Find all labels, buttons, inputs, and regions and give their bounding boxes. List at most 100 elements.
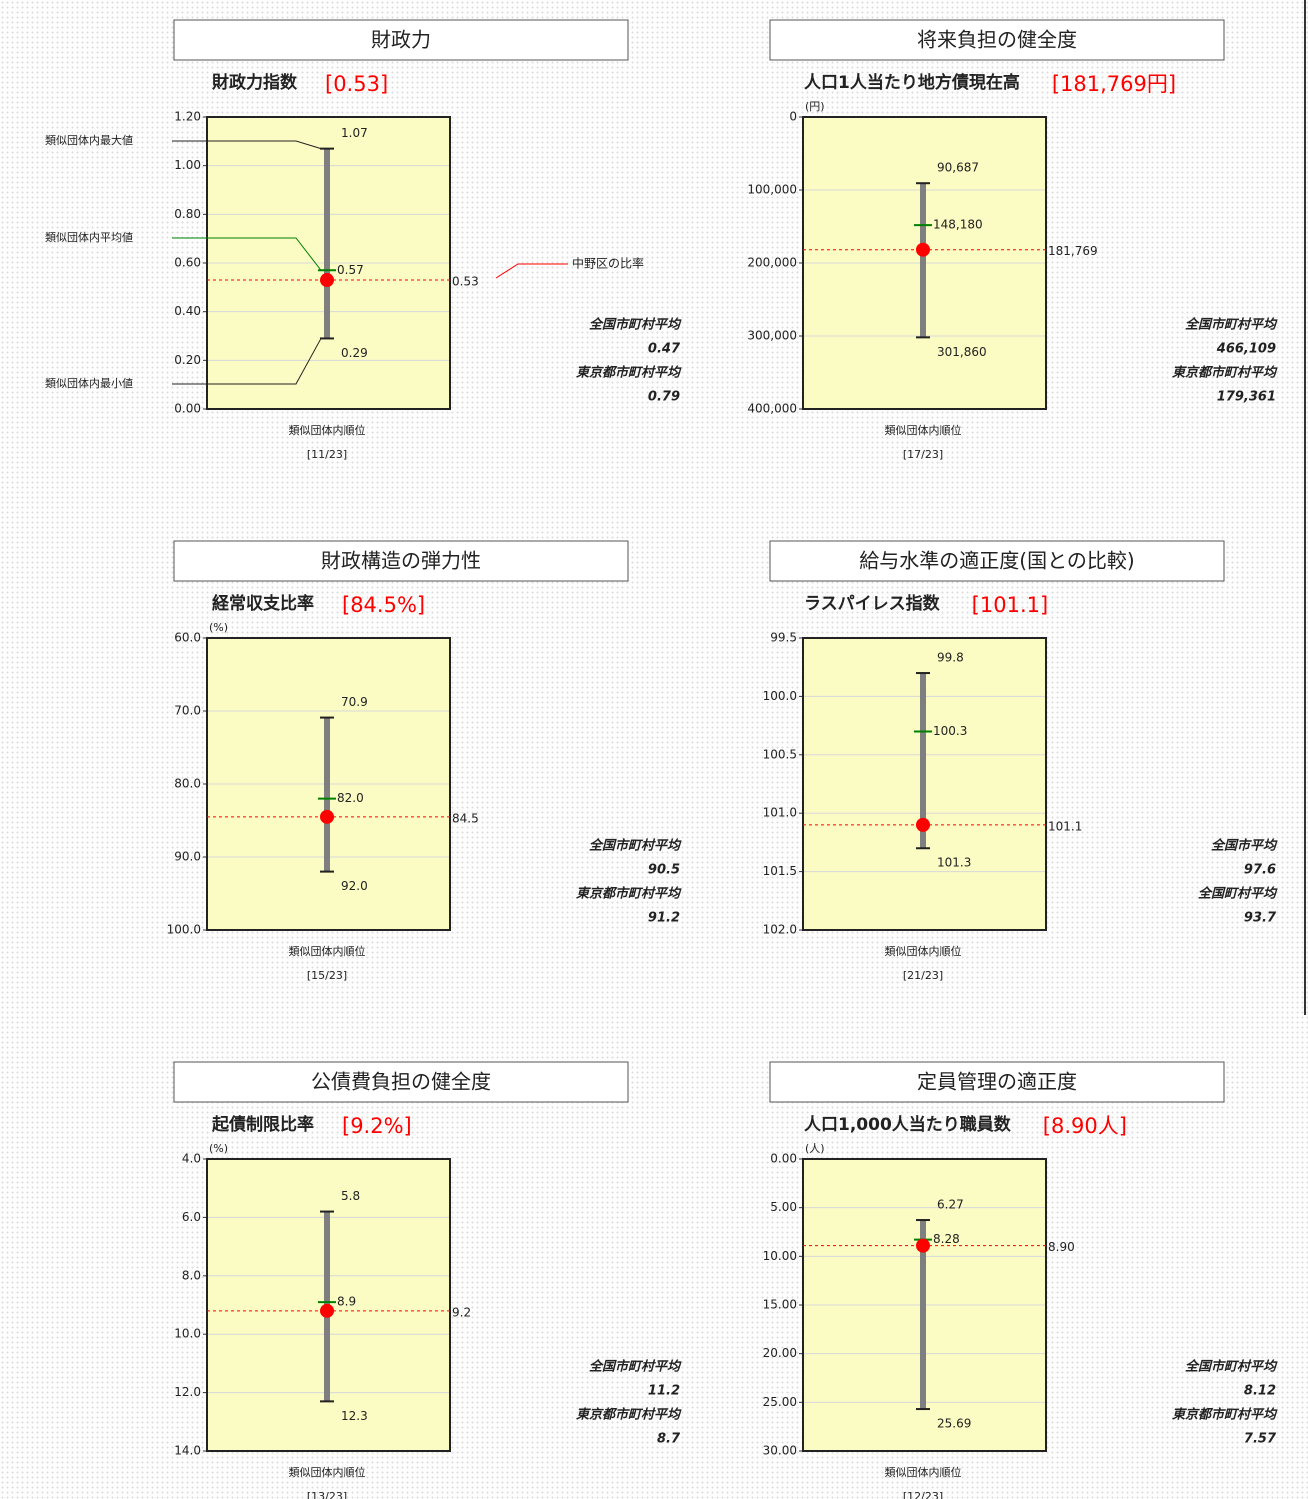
value-label: 84.5 [452, 811, 479, 825]
y-tick-label: 0.00 [770, 1152, 797, 1166]
comparison-label: 東京都市町村平均 [576, 365, 682, 381]
y-tick-label: 60.0 [174, 631, 201, 645]
unit-label: (人) [805, 1142, 825, 1155]
y-tick-label: 100.5 [763, 747, 797, 761]
rank-label: 類似団体内順位 [289, 1465, 366, 1479]
rank: [11/23] [307, 448, 347, 461]
rank-label: 類似団体内順位 [885, 944, 962, 958]
comparison-label: 東京都市町村平均 [576, 1407, 682, 1423]
title-box [769, 540, 1225, 582]
y-tick-label: 101.5 [763, 864, 797, 878]
plot-frame [802, 1158, 1047, 1452]
value-label: 101.1 [1048, 819, 1082, 833]
comparison-value: 466,109 [1216, 342, 1276, 357]
comparison-value: 91.2 [648, 911, 680, 926]
annotation-leader [495, 263, 568, 279]
comparison-value: 7.57 [1244, 1432, 1277, 1447]
annotation: 中野区の比率 [572, 256, 644, 271]
y-tick-label: 5.00 [770, 1200, 797, 1214]
chart-title: 公債費負担の健全度 [311, 1070, 491, 1094]
comparison-label: 全国市町村平均 [1185, 1359, 1278, 1375]
y-tick-label: 400,000 [747, 402, 797, 416]
y-tick-label: 0.60 [174, 256, 201, 270]
chart-title: 財政構造の弾力性 [321, 549, 481, 573]
average-label: 0.57 [337, 263, 364, 277]
y-tick-label: 20.00 [763, 1346, 797, 1360]
chart-title: 将来負担の健全度 [917, 28, 1077, 52]
min-label: 301,860 [937, 345, 987, 359]
average-label: 8.28 [933, 1232, 960, 1246]
annotation-leader [172, 140, 322, 150]
plot-frame [802, 116, 1047, 410]
comparison-label: 東京都市町村平均 [1172, 1407, 1278, 1423]
chart-title: 財政力 [371, 28, 431, 52]
y-tick-label: 12.0 [174, 1385, 201, 1399]
min-label: 101.3 [937, 856, 971, 870]
subtitle: 人口1人当たり地方債現在高 [804, 72, 1020, 93]
title-box [769, 19, 1225, 61]
subtitle: 経常収支比率 [212, 593, 314, 614]
comparison-label: 全国市平均 [1211, 838, 1278, 854]
rank: [12/23] [903, 1490, 943, 1499]
y-tick-label: 15.00 [763, 1298, 797, 1312]
annotation: 類似団体内平均値 [45, 230, 133, 244]
y-tick-label: 1.20 [174, 110, 201, 124]
value-dot [320, 809, 334, 824]
average-label: 100.3 [933, 724, 967, 738]
value-text: [9.2%] [342, 1114, 412, 1138]
max-label: 5.8 [341, 1189, 360, 1203]
subtitle: 財政力指数 [211, 72, 298, 93]
y-tick-label: 80.0 [174, 777, 201, 791]
rank-label: 類似団体内順位 [289, 944, 366, 958]
plot-frame [206, 1158, 451, 1452]
min-label: 92.0 [341, 879, 368, 893]
max-label: 99.8 [937, 651, 964, 665]
average-label: 82.0 [337, 791, 364, 805]
y-tick-label: 0.00 [174, 402, 201, 416]
y-tick-label: 0.40 [174, 304, 201, 318]
annotation: 類似団体内最大値 [45, 133, 133, 147]
rank: [13/23] [307, 1490, 347, 1499]
y-tick-label: 14.0 [174, 1444, 201, 1458]
unit-label: (%) [209, 1142, 228, 1155]
value-text: [8.90人] [1043, 1114, 1127, 1138]
title-box [173, 540, 629, 582]
title-box [173, 1061, 629, 1103]
max-label: 70.9 [341, 695, 368, 709]
y-tick-label: 10.0 [174, 1327, 201, 1341]
y-tick-label: 0.80 [174, 207, 201, 221]
average-label: 8.9 [337, 1295, 356, 1309]
min-label: 25.69 [937, 1417, 971, 1431]
chart-title: 定員管理の適正度 [917, 1070, 1077, 1094]
rank-label: 類似団体内順位 [885, 1465, 962, 1479]
y-tick-label: 100.0 [167, 923, 201, 937]
comparison-value: 93.7 [1244, 911, 1277, 926]
title-box [769, 1061, 1225, 1103]
rank-label: 類似団体内順位 [289, 423, 366, 437]
y-tick-label: 4.0 [182, 1152, 201, 1166]
comparison-value: 0.79 [648, 390, 680, 405]
max-label: 6.27 [937, 1198, 964, 1212]
comparison-label: 東京都市町村平均 [1172, 365, 1278, 381]
y-tick-label: 99.5 [770, 631, 797, 645]
annotation: 類似団体内最小値 [45, 376, 133, 390]
comparison-value: 97.6 [1244, 863, 1276, 878]
value-dot [916, 1238, 930, 1253]
comparison-label: 全国市町村平均 [1185, 317, 1278, 333]
rank-label: 類似団体内順位 [885, 423, 962, 437]
rank: [17/23] [903, 448, 943, 461]
comparison-value: 179,361 [1217, 390, 1276, 405]
comparison-label: 全国市町村平均 [589, 317, 682, 333]
value-label: 181,769 [1048, 244, 1098, 258]
min-label: 0.29 [341, 346, 368, 360]
y-tick-label: 6.0 [182, 1210, 201, 1224]
y-tick-label: 101.0 [763, 806, 797, 820]
value-dot [320, 273, 334, 288]
max-label: 90,687 [937, 161, 979, 175]
plot-frame [802, 637, 1047, 931]
y-tick-label: 25.00 [763, 1395, 797, 1409]
annotation-leader [172, 338, 322, 385]
unit-label: (円) [805, 100, 825, 113]
value-label: 0.53 [452, 275, 479, 289]
